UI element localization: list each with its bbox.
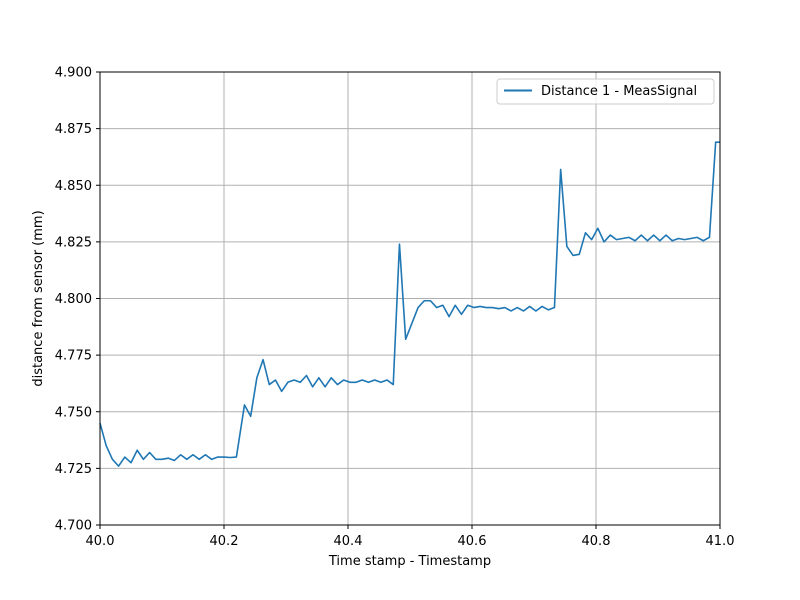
y-tick-label: 4.800 bbox=[55, 292, 92, 307]
series-line bbox=[99, 141, 720, 467]
x-tick-label: 40.4 bbox=[334, 534, 363, 549]
x-axis: 40.0 40.2 40.4 40.6 40.8 41.0 bbox=[86, 525, 735, 549]
series-layer bbox=[99, 141, 720, 467]
y-tick-label: 4.725 bbox=[55, 462, 92, 477]
legend-entry-label: Distance 1 - MeasSignal bbox=[541, 84, 697, 99]
x-tick-label: 41.0 bbox=[706, 534, 735, 549]
y-tick-label: 4.825 bbox=[55, 235, 92, 250]
y-axis: 4.700 4.725 4.750 4.775 4.800 4.825 4.850 4.875… bbox=[55, 66, 100, 534]
y-tick-label: 4.775 bbox=[55, 349, 92, 364]
legend-box bbox=[496, 78, 715, 105]
y-axis-label: distance from sensor (mm) bbox=[31, 210, 46, 386]
x-tick-label: 40.6 bbox=[458, 534, 487, 549]
y-tick-label: 4.900 bbox=[55, 66, 92, 81]
x-tick-label: 40.8 bbox=[582, 534, 611, 549]
y-tick-label: 4.700 bbox=[55, 519, 92, 534]
x-axis-label: Time stamp - Timestamp bbox=[328, 554, 491, 569]
x-tick-label: 40.2 bbox=[210, 534, 239, 549]
x-tick-label: 40.0 bbox=[86, 534, 115, 549]
y-tick-label: 4.750 bbox=[55, 405, 92, 420]
y-tick-label: 4.850 bbox=[55, 179, 92, 194]
legend: Distance 1 - MeasSignal bbox=[496, 78, 715, 105]
y-tick-label: 4.875 bbox=[55, 122, 92, 137]
